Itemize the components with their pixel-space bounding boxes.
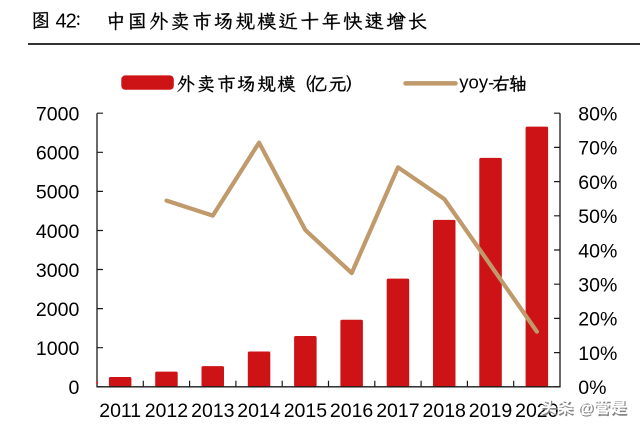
svg-text:6000: 6000 — [36, 143, 80, 165]
svg-text:2011: 2011 — [99, 400, 141, 422]
svg-text:10%: 10% — [578, 343, 617, 365]
svg-text:60%: 60% — [578, 172, 617, 194]
svg-text:2019: 2019 — [469, 400, 512, 422]
svg-text:40%: 40% — [578, 240, 617, 262]
svg-text:50%: 50% — [578, 206, 617, 228]
svg-text:42: 42 — [56, 11, 77, 33]
svg-text:1000: 1000 — [36, 338, 80, 360]
svg-text:2017: 2017 — [376, 400, 419, 422]
svg-text:@: @ — [578, 400, 594, 417]
svg-text:0%: 0% — [578, 377, 606, 399]
svg-text:0: 0 — [68, 377, 79, 399]
svg-text:2018: 2018 — [423, 400, 466, 422]
svg-text:2015: 2015 — [284, 400, 328, 422]
svg-text:20%: 20% — [578, 309, 617, 331]
svg-text:7000: 7000 — [36, 104, 80, 126]
svg-text:3000: 3000 — [36, 260, 80, 282]
svg-text:2013: 2013 — [191, 400, 234, 422]
svg-text:2000: 2000 — [36, 299, 80, 321]
svg-text:70%: 70% — [578, 138, 617, 160]
svg-text:yoy-: yoy- — [459, 72, 494, 93]
svg-text:2020: 2020 — [515, 400, 559, 422]
svg-text:4000: 4000 — [36, 221, 80, 243]
svg-text:30%: 30% — [578, 275, 617, 297]
svg-text:2014: 2014 — [237, 400, 281, 422]
svg-text:2012: 2012 — [145, 400, 188, 422]
svg-text:80%: 80% — [578, 104, 617, 126]
svg-text:@: @ — [579, 402, 595, 419]
svg-text:2016: 2016 — [330, 400, 373, 422]
svg-text:5000: 5000 — [36, 182, 80, 204]
